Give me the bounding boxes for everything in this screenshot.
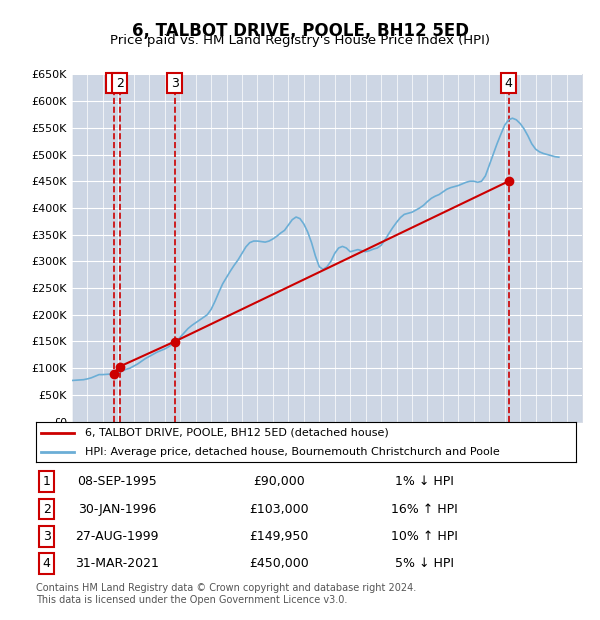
Text: 2: 2 [43,503,51,515]
Text: 6, TALBOT DRIVE, POOLE, BH12 5ED: 6, TALBOT DRIVE, POOLE, BH12 5ED [131,22,469,40]
Text: 16% ↑ HPI: 16% ↑ HPI [391,503,458,515]
Text: Price paid vs. HM Land Registry's House Price Index (HPI): Price paid vs. HM Land Registry's House … [110,34,490,47]
Text: 08-SEP-1995: 08-SEP-1995 [77,476,157,488]
Text: £149,950: £149,950 [250,530,308,542]
Text: 6, TALBOT DRIVE, POOLE, BH12 5ED (detached house): 6, TALBOT DRIVE, POOLE, BH12 5ED (detach… [85,428,388,438]
Text: 31-MAR-2021: 31-MAR-2021 [75,557,159,570]
Text: 1: 1 [43,476,51,488]
Text: 1% ↓ HPI: 1% ↓ HPI [395,476,454,488]
Text: 27-AUG-1999: 27-AUG-1999 [75,530,159,542]
Text: 30-JAN-1996: 30-JAN-1996 [78,503,156,515]
Text: £450,000: £450,000 [249,557,309,570]
Text: HPI: Average price, detached house, Bournemouth Christchurch and Poole: HPI: Average price, detached house, Bour… [85,447,499,457]
Text: 3: 3 [43,530,51,542]
Text: 4: 4 [505,77,512,89]
Text: 2: 2 [116,77,124,89]
Text: 5% ↓ HPI: 5% ↓ HPI [395,557,454,570]
Text: 10% ↑ HPI: 10% ↑ HPI [391,530,458,542]
Text: £103,000: £103,000 [249,503,309,515]
Text: 3: 3 [171,77,179,89]
Text: Contains HM Land Registry data © Crown copyright and database right 2024.
This d: Contains HM Land Registry data © Crown c… [36,583,416,605]
Text: £90,000: £90,000 [253,476,305,488]
Text: 1: 1 [110,77,118,89]
Text: 4: 4 [43,557,51,570]
